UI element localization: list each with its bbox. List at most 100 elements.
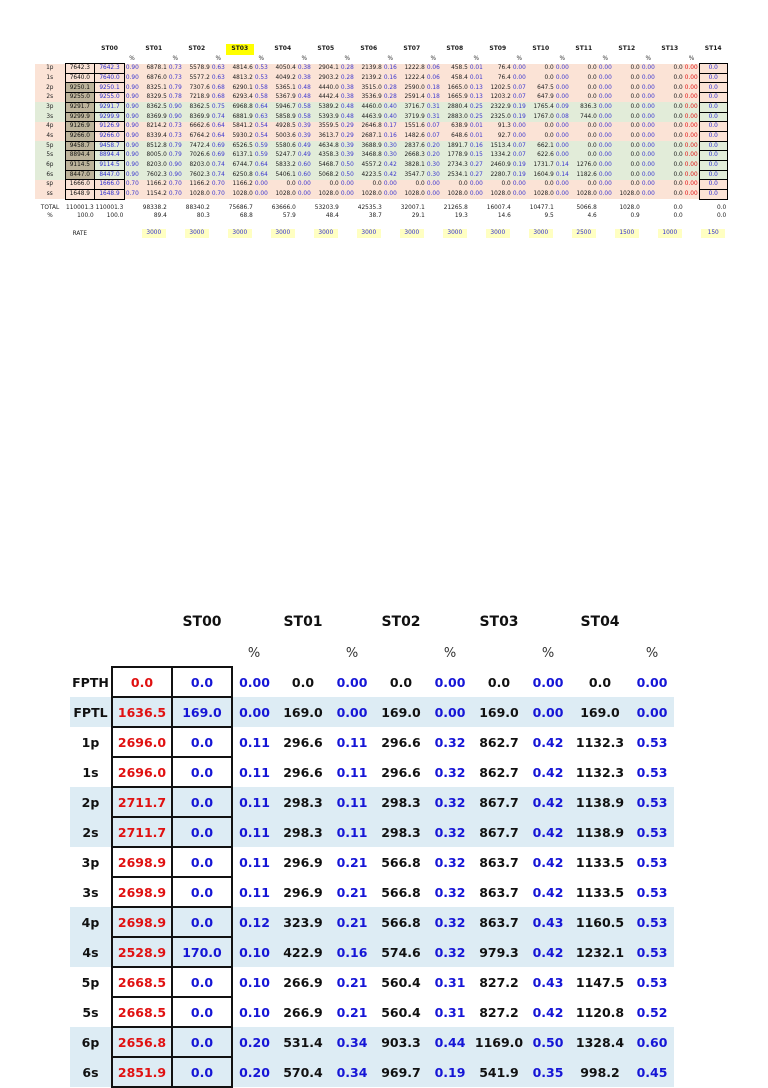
- pct-value-cell: 0.14: [554, 170, 570, 180]
- row-label: 2s: [35, 92, 65, 103]
- pct-value-cell: 0.00: [630, 697, 674, 727]
- st-value-cell: 1138.9: [570, 817, 630, 847]
- st-value-cell: 6290.1: [225, 82, 254, 93]
- pct-value-cell: 0.31: [425, 102, 441, 113]
- st-value-cell: 1028.0: [612, 189, 641, 200]
- st-value-cell: 1731.7: [526, 160, 555, 171]
- st-value-cell: 6764.2: [182, 131, 211, 142]
- column-header: ST01: [145, 45, 163, 53]
- st-value-cell: 1891.7: [440, 141, 469, 151]
- st-value-cell: 1028.0: [397, 189, 426, 200]
- st-value-cell: 5389.2: [311, 102, 340, 113]
- pct-value-cell: 0.16: [468, 141, 484, 151]
- gap-cell: [296, 227, 312, 240]
- pct-header: %: [645, 56, 652, 62]
- st-value-cell: 1028.0: [526, 189, 555, 200]
- pct-value-cell: 0.79: [167, 150, 183, 161]
- st-value-cell: 5468.7: [311, 160, 340, 171]
- pct-value-cell: 0.64: [253, 170, 269, 180]
- st-value-cell: 9250.1: [94, 82, 125, 94]
- pct-value-cell: 0.74: [210, 160, 226, 171]
- st-value-cell: 4223.5: [354, 170, 383, 180]
- pct-value-cell: 0.73: [167, 121, 183, 132]
- pct-value-cell: 0.00: [511, 63, 527, 74]
- pct-value-cell: 0.90: [124, 141, 140, 151]
- pct-value-cell: 0.58: [296, 102, 312, 113]
- pct-value-cell: 0.00: [428, 667, 472, 697]
- st-value-cell: 3515.0: [354, 82, 383, 93]
- pct-value-cell: 0.08: [554, 112, 570, 122]
- pct-value-cell: 0.00: [296, 179, 312, 190]
- base-value-cell: 2668.5: [111, 996, 173, 1028]
- st-value-cell: 1138.9: [570, 787, 630, 817]
- st-value-cell: 0.0: [569, 92, 598, 103]
- column-header: ST09: [489, 45, 507, 53]
- st-value-cell: 8369.9: [139, 112, 168, 122]
- st-value-cell: 0.0: [171, 1026, 233, 1058]
- pct-value-cell: 0.00: [683, 160, 700, 171]
- pct-value-cell: 0.42: [526, 997, 570, 1027]
- st-value-cell: 6881.9: [225, 112, 254, 122]
- pct-header: %: [344, 56, 351, 62]
- st-value-cell: 0.0: [569, 82, 598, 93]
- pct-value-cell: 0.00: [597, 141, 613, 151]
- pct-value-cell: 0.00: [683, 179, 700, 190]
- st-value-cell: 2591.4: [397, 92, 426, 103]
- total-value: 88340.2: [182, 203, 211, 213]
- header-gap: [613, 55, 641, 64]
- pct-value-cell: 0.00: [597, 170, 613, 180]
- pct-value-cell: 0.60: [296, 170, 312, 180]
- pct-value-cell: 0.16: [382, 63, 398, 74]
- gap-cell: [35, 227, 65, 240]
- st-value-cell: 662.1: [526, 141, 555, 151]
- st-value-cell: 422.9: [276, 937, 330, 967]
- pct-value-cell: 0.00: [683, 82, 700, 93]
- pct-value-cell: 0.07: [425, 131, 441, 142]
- pct-value-cell: 0.60: [630, 1027, 674, 1057]
- pct-value-cell: 0.00: [640, 73, 656, 83]
- pct-value-cell: 0.73: [167, 73, 183, 83]
- base-value-cell: 2698.9: [111, 906, 173, 938]
- st-value-cell: 0.0: [171, 726, 233, 758]
- st-value-cell: 9126.9: [94, 121, 125, 132]
- pct-value-cell: 0.44: [428, 1027, 472, 1057]
- base-value-cell: 2656.8: [111, 1026, 173, 1058]
- corner-cell: [70, 604, 112, 640]
- header-gap: [140, 55, 168, 64]
- pct-value-cell: 0.16: [382, 131, 398, 142]
- column-header: ST06: [360, 45, 378, 53]
- st-value-cell: 0.0: [526, 63, 555, 74]
- corner-cell: [65, 55, 95, 64]
- base-value-cell: 9266.0: [64, 130, 96, 142]
- pct-value-cell: 0.32: [428, 907, 472, 937]
- st-value-cell: 0.0: [569, 121, 598, 132]
- rate-value: 3000: [356, 229, 381, 239]
- st-value-cell: 1028.0: [569, 189, 598, 200]
- st-value-cell: 570.4: [276, 1057, 330, 1087]
- column-header: ST04: [580, 614, 620, 630]
- st-value-cell: 170.0: [171, 936, 233, 968]
- pct-value-cell: 0.20: [232, 1027, 276, 1057]
- base-value-cell: 2696.0: [111, 756, 173, 788]
- st-value-cell: 4634.8: [311, 141, 340, 151]
- st-value-cell: 6744.7: [225, 160, 254, 171]
- pct-value-cell: 0.69: [210, 141, 226, 151]
- st-value-cell: 0.0: [612, 63, 641, 74]
- st-value-cell: 1328.4: [570, 1027, 630, 1057]
- pct-value-cell: 0.75: [210, 102, 226, 113]
- header-gap: [656, 55, 684, 64]
- pct-header: %: [172, 56, 179, 62]
- pct-value-cell: 0.50: [526, 1027, 570, 1057]
- row-label: sp: [35, 179, 65, 190]
- pct-value-cell: 0.00: [630, 667, 674, 697]
- pct-value-cell: 0.34: [330, 1057, 374, 1087]
- st-value-cell: 4813.2: [225, 73, 254, 83]
- pct-value-cell: 0.64: [210, 131, 226, 142]
- gap-cell: [167, 203, 183, 213]
- st-value-cell: 0.0: [655, 112, 684, 122]
- rate-cell: 3000: [225, 227, 254, 240]
- st-value-cell: 638.9: [440, 121, 469, 132]
- total-value: 42535.3: [354, 203, 383, 213]
- rate-cell: 3000: [182, 227, 211, 240]
- total-value: 21265.8: [440, 203, 469, 213]
